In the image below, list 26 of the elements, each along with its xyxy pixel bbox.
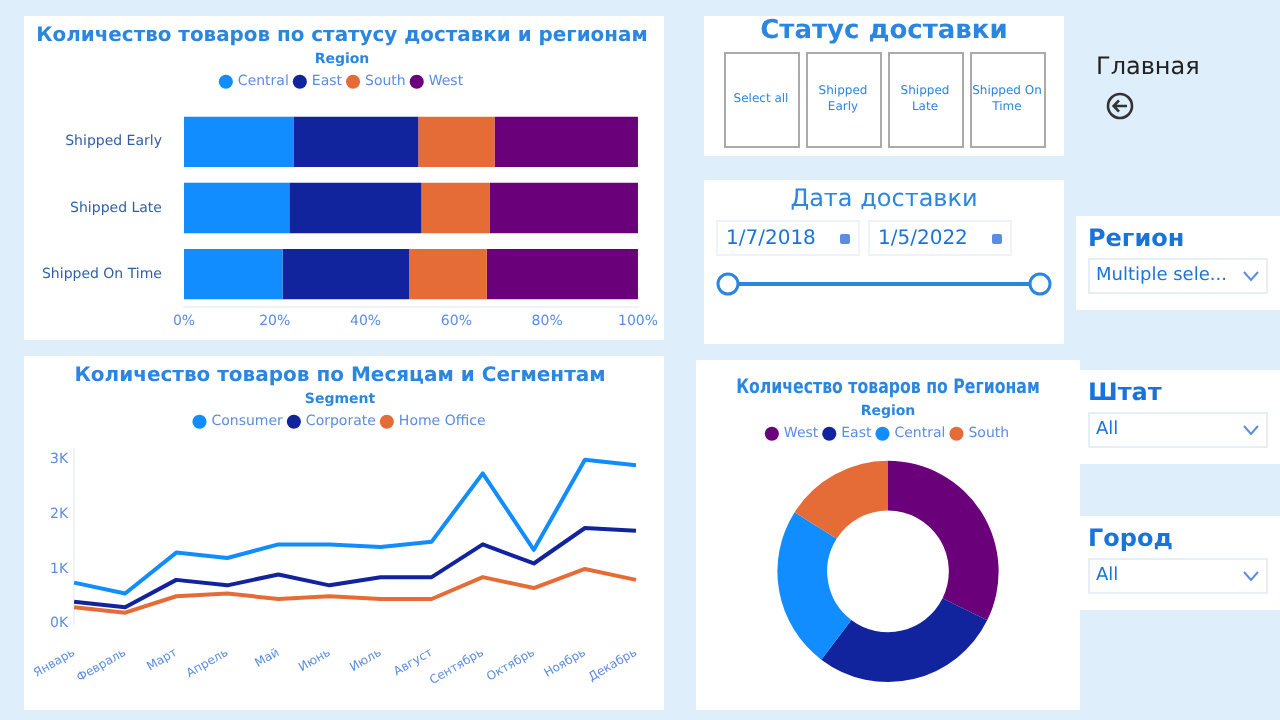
bar (183, 182, 290, 234)
bar (282, 249, 410, 300)
text: Дата доставки (788, 184, 980, 212)
text: All (1096, 420, 1119, 440)
bar (418, 116, 495, 167)
text: All (1096, 566, 1119, 586)
text: Регион (1088, 224, 1187, 252)
text: Статус доставки (758, 16, 1010, 46)
chart-title: Количество товаров по статусу доставки и регионам (36, 25, 648, 48)
bar (486, 249, 638, 300)
text: 1/7/2018 (726, 227, 816, 249)
bar (494, 116, 638, 167)
bar (183, 116, 294, 167)
text: 1/5/2022 (878, 227, 968, 249)
bar (409, 249, 487, 300)
text: Штат (1088, 378, 1164, 406)
bar (489, 182, 638, 234)
chart-title: Количество товаров по Регионам (736, 377, 1040, 400)
text: Multiple sele... (1096, 266, 1227, 286)
chart-title: Количество товаров по Месяцам и Сегментам (74, 365, 606, 388)
bar (289, 182, 422, 234)
bar (421, 182, 490, 234)
text: Город (1088, 524, 1175, 552)
bar (183, 249, 283, 300)
bar (293, 116, 419, 167)
text: Главная (1096, 52, 1202, 80)
